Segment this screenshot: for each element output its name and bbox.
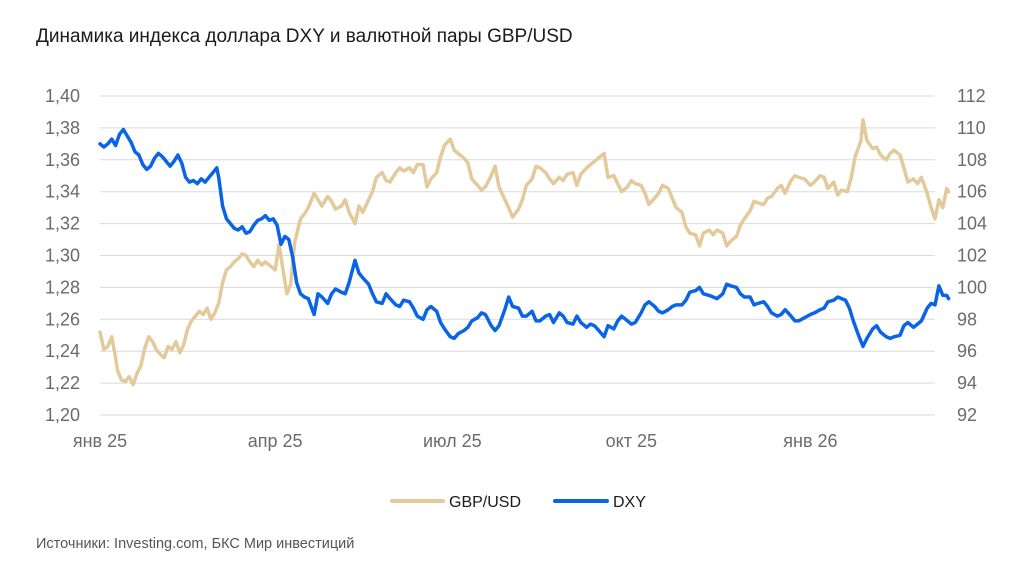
y-right-tick-label: 102 [957, 246, 987, 266]
x-tick-label: янв 25 [73, 431, 127, 451]
y-left-tick-label: 1,20 [45, 405, 80, 425]
y-left-tick-label: 1,34 [45, 182, 80, 202]
series-line-gbp-usd [98, 118, 951, 387]
y-right-tick-label: 100 [957, 277, 987, 297]
y-left-tick-label: 1,40 [45, 86, 80, 106]
y-right-tick-label: 96 [957, 341, 977, 361]
y-right-tick-label: 104 [957, 214, 987, 234]
source-note: Источники: Investing.com, БКС Мир инвест… [36, 536, 355, 552]
legend-label-dxy: DXY [613, 494, 646, 511]
series-line-dxy [98, 127, 951, 349]
x-tick-label: июл 25 [423, 431, 482, 451]
x-axis: янв 25 апр 25 июл 25 окт 25 янв 26 [73, 431, 838, 451]
series-lines [98, 118, 951, 387]
chart-title: Динамика индекса доллара DXY и валютной … [36, 26, 573, 47]
y-right-tick-label: 106 [957, 182, 987, 202]
y-right-tick-label: 94 [957, 373, 977, 393]
y-right-tick-label: 92 [957, 405, 977, 425]
y-left-tick-label: 1,26 [45, 309, 80, 329]
y-left-tick-label: 1,30 [45, 246, 80, 266]
x-tick-label: апр 25 [248, 431, 303, 451]
y-right-tick-label: 98 [957, 309, 977, 329]
y-right-tick-label: 108 [957, 150, 987, 170]
legend-label-gbpusd: GBP/USD [449, 494, 521, 511]
y-left-tick-label: 1,24 [45, 341, 80, 361]
y-axis-right: 92 94 96 98 100 102 104 106 108 110 112 [957, 86, 987, 425]
y-left-tick-label: 1,36 [45, 150, 80, 170]
y-left-tick-label: 1,38 [45, 118, 80, 138]
x-tick-label: окт 25 [606, 431, 657, 451]
y-right-tick-label: 110 [957, 118, 986, 138]
y-left-tick-label: 1,22 [45, 373, 80, 393]
y-left-tick-label: 1,32 [45, 214, 80, 234]
x-tick-label: янв 26 [783, 431, 837, 451]
y-right-tick-label: 112 [957, 86, 986, 106]
y-axis-left: 1,20 1,22 1,24 1,26 1,28 1,30 1,32 1,34 1,36 1,38… [45, 86, 80, 425]
y-left-tick-label: 1,28 [45, 277, 80, 297]
grid-lines [100, 95, 935, 416]
legend: GBP/USD DXY [390, 494, 646, 511]
